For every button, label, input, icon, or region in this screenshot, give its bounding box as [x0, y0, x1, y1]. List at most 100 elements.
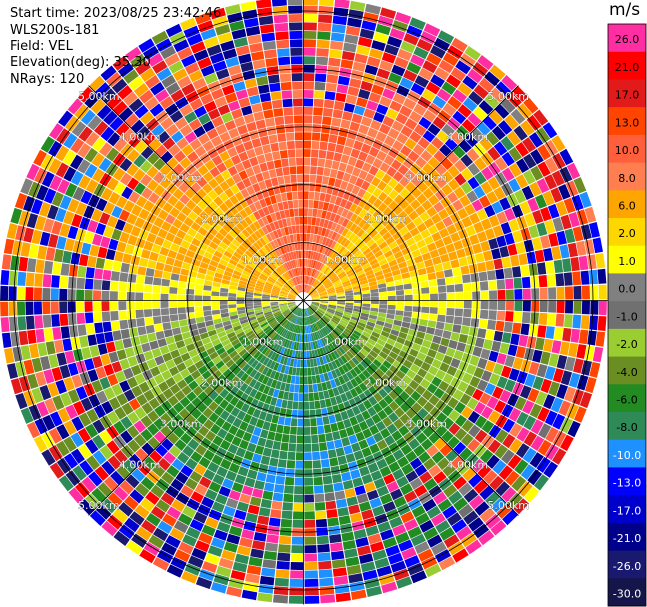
ppi-cell [389, 516, 403, 529]
ppi-cell [288, 392, 294, 401]
ppi-cell [334, 267, 343, 274]
ppi-cell [311, 303, 319, 308]
ppi-cell [70, 138, 85, 154]
ppi-cell [360, 283, 369, 288]
ppi-cell [157, 130, 170, 144]
ppi-cell [228, 525, 243, 537]
ppi-cell [184, 187, 196, 199]
ppi-cell [119, 480, 134, 495]
ppi-cell [353, 395, 363, 406]
ppi-cell [439, 144, 452, 157]
ppi-cell [153, 316, 162, 325]
ppi-cell [157, 254, 167, 264]
ppi-cell [380, 263, 390, 270]
ppi-cell [274, 313, 283, 319]
ppi-cell [398, 331, 408, 340]
ppi-cell [378, 287, 387, 293]
ppi-cell [356, 253, 365, 261]
colorbar-swatch [608, 356, 646, 385]
ppi-cell [529, 403, 543, 419]
ppi-cell [222, 84, 235, 96]
ppi-cell [426, 505, 442, 519]
ppi-cell [365, 225, 375, 235]
ppi-cell [280, 442, 289, 452]
ppi-cell [543, 248, 553, 262]
ppi-cell [96, 390, 108, 404]
ppi-cell [109, 116, 124, 131]
ppi-cell [172, 236, 183, 246]
ppi-cell [485, 491, 501, 507]
ppi-cell [295, 250, 299, 259]
ppi-cell [362, 428, 373, 439]
ppi-cell [149, 340, 159, 350]
ppi-cell [430, 74, 445, 88]
ppi-cell [303, 73, 315, 82]
ppi-cell [313, 358, 318, 367]
ppi-cell [530, 165, 544, 181]
ppi-cell [567, 420, 581, 438]
ppi-cell [290, 56, 303, 65]
ppi-cell [253, 302, 262, 306]
ppi-cell [173, 355, 184, 366]
ppi-cell [489, 64, 506, 81]
ppi-cell [300, 267, 303, 276]
ppi-cell [338, 273, 347, 280]
ppi-cell [450, 67, 466, 82]
ppi-cell [304, 325, 307, 334]
ppi-cell [294, 216, 300, 225]
ppi-cell [260, 321, 269, 328]
ppi-cell [388, 333, 398, 342]
ppi-cell [255, 311, 264, 316]
ppi-cell [378, 388, 388, 399]
ppi-cell [340, 393, 348, 403]
ppi-cell [95, 333, 106, 345]
ppi-cell [325, 211, 332, 221]
ppi-cell [388, 461, 401, 473]
ppi-cell [77, 428, 91, 443]
ppi-cell [254, 287, 263, 292]
ppi-cell [288, 5, 303, 14]
ppi-cell [511, 475, 527, 492]
ppi-cell [40, 136, 55, 153]
ppi-cell [76, 289, 85, 301]
ppi-cell [363, 235, 372, 244]
ppi-cell [303, 351, 307, 359]
ppi-cell [420, 150, 433, 162]
ppi-cell [408, 243, 419, 252]
ppi-cell [26, 163, 40, 181]
ppi-cell [260, 455, 271, 466]
ppi-cell [313, 98, 324, 108]
ppi-cell [84, 278, 94, 290]
ppi-cell [233, 325, 242, 332]
ppi-cell [194, 232, 205, 242]
ppi-cell [467, 438, 481, 452]
ppi-cell [536, 456, 551, 473]
colorbar-unit-label: m/s [609, 0, 641, 20]
ppi-cell [162, 202, 174, 214]
ppi-cell [189, 519, 204, 532]
ppi-cell [124, 244, 135, 255]
ppi-cell [247, 34, 262, 45]
ppi-cell [361, 410, 371, 421]
ppi-cell [277, 278, 285, 285]
ppi-cell [303, 90, 314, 99]
ppi-cell [348, 348, 357, 357]
ppi-cell [399, 188, 411, 199]
ppi-cell [168, 366, 180, 377]
ppi-cell [70, 432, 84, 448]
ppi-cell [279, 236, 285, 246]
ppi-cell [250, 244, 259, 253]
ppi-cell [297, 285, 301, 293]
ppi-cell [298, 199, 304, 208]
ppi-cell [447, 397, 459, 409]
ppi-cell [514, 459, 529, 475]
ppi-cell [520, 264, 530, 277]
ppi-cell [161, 221, 172, 232]
ppi-cell [194, 540, 210, 553]
ppi-cell [329, 195, 337, 204]
ppi-cell [441, 123, 455, 137]
ppi-cell [353, 528, 367, 540]
ppi-cell [299, 317, 302, 326]
ppi-cell [147, 423, 160, 436]
ppi-cell [333, 214, 341, 224]
